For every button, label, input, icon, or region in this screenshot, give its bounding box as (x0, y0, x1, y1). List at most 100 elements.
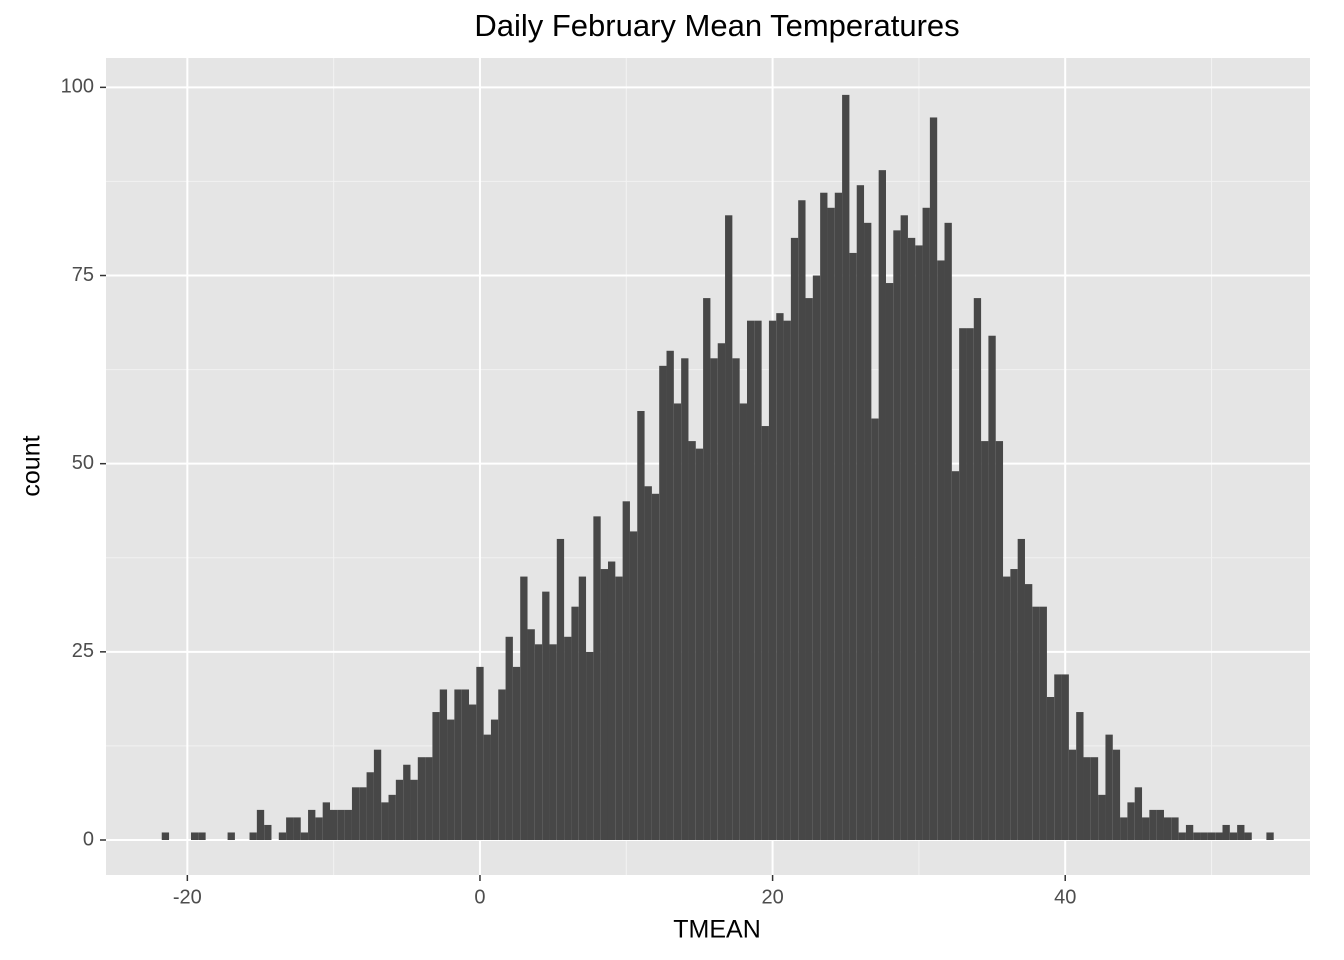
bar (666, 350, 674, 841)
bar (483, 734, 491, 841)
bar (498, 689, 506, 841)
bar (659, 365, 667, 841)
bar (1127, 802, 1135, 841)
bar (490, 719, 499, 841)
bar (417, 757, 426, 841)
bar (344, 809, 352, 841)
bar (556, 538, 565, 841)
bar (1083, 757, 1091, 841)
bar (973, 298, 982, 841)
bar (315, 817, 323, 841)
bar (191, 832, 199, 841)
bar (1076, 712, 1084, 841)
bar (337, 809, 345, 841)
bar (842, 94, 850, 841)
bar (1010, 569, 1018, 841)
bar (1061, 674, 1069, 841)
bar (564, 636, 572, 841)
bar (885, 283, 894, 841)
bar (856, 185, 865, 841)
bar (520, 576, 528, 841)
bar (1090, 757, 1099, 841)
bar (432, 712, 440, 841)
bar (461, 689, 469, 841)
bar (995, 441, 1004, 841)
bar (256, 809, 265, 841)
bar (688, 441, 696, 841)
bar (959, 328, 967, 841)
bar (827, 207, 835, 841)
bar (798, 200, 806, 841)
bar (725, 215, 733, 841)
bar (695, 448, 704, 841)
bar (1054, 674, 1062, 841)
bar (264, 824, 272, 841)
bar (439, 689, 448, 841)
bar (732, 358, 740, 841)
bar (966, 328, 974, 841)
bar (308, 809, 316, 841)
bar (1142, 817, 1150, 841)
bar (1171, 817, 1179, 841)
chart-title: Daily February Mean Temperatures (474, 8, 959, 43)
bar (425, 757, 433, 841)
bar (373, 749, 382, 841)
bar (1244, 832, 1252, 841)
x-axis-title: TMEAN (673, 916, 761, 944)
bar (651, 493, 660, 841)
y-tick-label: 100 (61, 76, 94, 98)
bar (673, 403, 682, 841)
bar (249, 832, 257, 841)
bar (1134, 787, 1143, 841)
bar (893, 230, 901, 841)
bar (359, 787, 367, 841)
bar (388, 794, 396, 841)
bar (1003, 576, 1011, 841)
bar (1112, 749, 1121, 841)
y-axis-title: count (18, 435, 46, 496)
bar (1163, 817, 1172, 841)
bar (739, 403, 747, 841)
bar (1207, 832, 1216, 841)
bar (937, 260, 945, 841)
bar (198, 832, 206, 841)
bar (1105, 734, 1113, 841)
bar (710, 358, 718, 841)
bar (761, 426, 769, 841)
bar (878, 170, 886, 841)
bar (629, 531, 638, 841)
y-tick-label: 0 (83, 828, 94, 850)
bar (286, 817, 294, 841)
bar (1039, 606, 1047, 841)
bar (915, 245, 923, 841)
bar (447, 719, 455, 841)
bar (944, 222, 952, 841)
bar (1024, 584, 1033, 841)
bar (571, 606, 579, 841)
x-tick-label: 20 (761, 886, 783, 908)
bar (922, 207, 930, 841)
bar (805, 298, 813, 841)
bar (622, 501, 630, 841)
bar (1266, 832, 1274, 841)
bar (578, 576, 587, 841)
bar (871, 418, 879, 841)
bar (929, 117, 938, 841)
bar (1046, 696, 1055, 841)
bar (454, 689, 462, 841)
bar (1237, 824, 1245, 841)
bar (1156, 809, 1164, 841)
bar (351, 787, 360, 841)
bar (1215, 832, 1223, 841)
bar (849, 252, 857, 841)
y-tick-label: 50 (72, 452, 94, 474)
bar (607, 561, 616, 841)
bar (593, 516, 601, 841)
bar (790, 237, 799, 841)
bar (1017, 538, 1025, 841)
bar (586, 651, 594, 841)
bar (820, 192, 828, 841)
x-tick-label: 0 (474, 886, 485, 908)
bar (161, 832, 170, 841)
bar (366, 772, 374, 841)
